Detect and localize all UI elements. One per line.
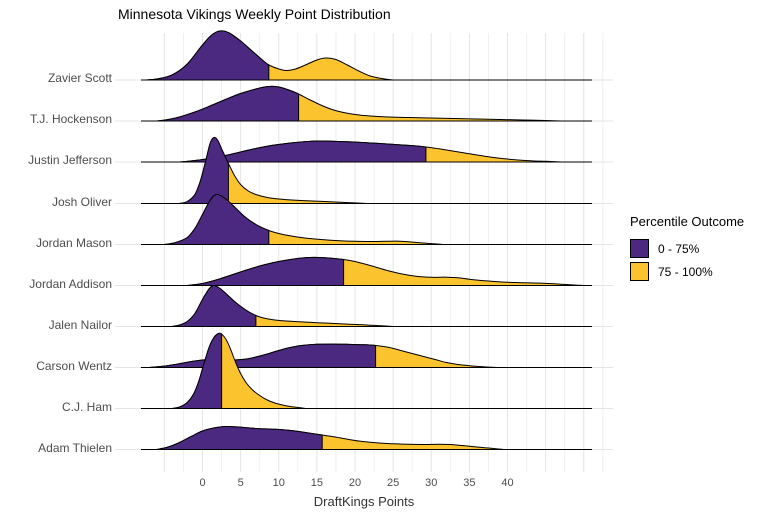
- density-lower-quartile: [171, 285, 257, 327]
- x-axis-tick-label: 5: [237, 477, 244, 489]
- x-axis-title: DraftKings Points: [313, 494, 415, 509]
- ridge-justin-jefferson: [115, 140, 613, 163]
- density-lower-quartile: [156, 425, 323, 450]
- ridge-carson-wentz: [115, 343, 613, 368]
- y-axis-label: Adam Thielen: [38, 440, 112, 455]
- x-axis-tick-label: 30: [425, 477, 438, 489]
- x-axis-tick-label: 0: [199, 477, 206, 489]
- x-axis-tick-label: 40: [501, 477, 514, 489]
- ridge-t-j-hockenson: [115, 85, 613, 122]
- y-axis-label: Jalen Nailor: [48, 317, 112, 332]
- legend-swatch: [630, 239, 649, 258]
- density-lower-quartile: [144, 30, 270, 81]
- legend-item: 75 - 100%: [630, 262, 780, 281]
- x-axis-tick-label: 35: [463, 477, 476, 489]
- legend-label: 0 - 75%: [658, 241, 700, 256]
- density-lower-quartile: [179, 136, 229, 204]
- x-axis-tick-label: 20: [348, 477, 362, 489]
- x-axis-tick-label: 15: [310, 477, 323, 489]
- legend-items: 0 - 75% 75 - 100%: [630, 239, 780, 281]
- ridge-zavier-scott: [115, 30, 613, 81]
- legend: Percentile Outcome 0 - 75% 75 - 100%: [630, 214, 780, 285]
- y-axis-label: T.J. Hockenson: [29, 112, 112, 126]
- legend-title: Percentile Outcome: [630, 214, 745, 229]
- ridge-jordan-addison: [115, 256, 613, 286]
- legend-item: 0 - 75%: [630, 239, 780, 258]
- y-axis-label: Jordan Mason: [35, 235, 112, 250]
- y-axis-label: C.J. Ham: [61, 399, 112, 414]
- legend-swatch: [630, 262, 649, 281]
- density-lower-quartile: [186, 256, 345, 286]
- y-axis-label: Justin Jefferson: [28, 153, 112, 167]
- ridge-jalen-nailor: [115, 285, 613, 327]
- y-axis-label: Zavier Scott: [47, 71, 112, 85]
- y-axis-label: Carson Wentz: [36, 358, 112, 373]
- density-lower-quartile: [171, 332, 223, 409]
- y-axis-label: Jordan Addison: [29, 276, 112, 291]
- x-axis-tick-label: 10: [272, 477, 285, 489]
- y-axis-label: Josh Oliver: [51, 194, 112, 209]
- ridge-jordan-mason: [115, 193, 613, 245]
- x-axis-tick-label: 25: [387, 477, 400, 489]
- ridge-c-j-ham: [115, 332, 613, 409]
- density-lower-quartile: [163, 193, 270, 245]
- density-lower-quartile: [156, 85, 300, 122]
- chart-title: Minnesota Vikings Weekly Point Distribut…: [118, 6, 391, 22]
- legend-label: 75 - 100%: [658, 264, 713, 279]
- ridge-adam-thielen: [115, 425, 613, 450]
